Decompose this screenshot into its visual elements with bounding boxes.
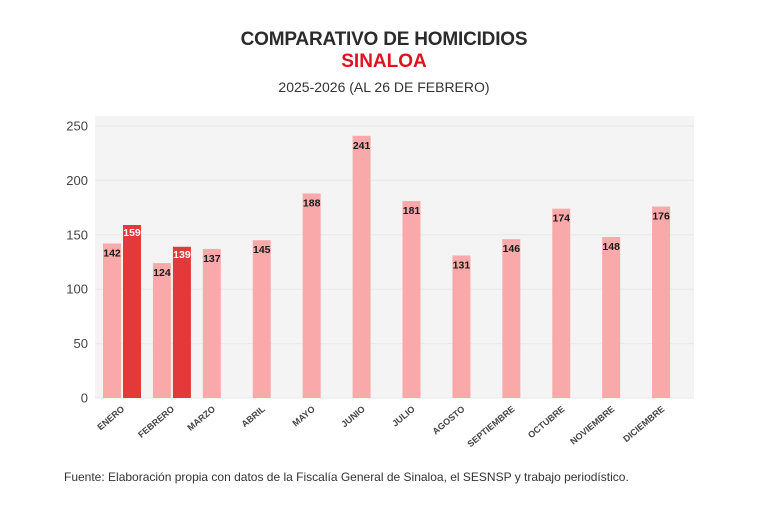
- bar-2025-marzo: [202, 248, 221, 398]
- gridlines: [95, 125, 694, 399]
- bar-2026-febrero: [172, 246, 191, 398]
- x-tick-label: MARZO: [185, 404, 217, 433]
- x-tick-label: JULIO: [390, 404, 417, 429]
- data-label: 131: [453, 259, 471, 271]
- data-label: 145: [253, 244, 271, 256]
- y-axis: 0 50 100 150 200 250: [66, 119, 88, 406]
- data-label: 241: [353, 140, 371, 152]
- bar-2025-junio: [352, 135, 371, 399]
- x-tick-label: ENERO: [95, 404, 126, 432]
- bar-2025-agosto: [452, 255, 471, 398]
- y-tick-label: 200: [66, 173, 88, 188]
- chart-period: 2025-2026 (AL 26 DE FEBRERO): [278, 79, 490, 95]
- y-tick-label: 150: [66, 227, 88, 242]
- plot-background: [95, 116, 694, 398]
- bar-2025-febrero: [152, 263, 171, 398]
- x-tick-label: MAYO: [290, 404, 316, 428]
- data-label: 188: [303, 197, 321, 209]
- bar-2025-octubre: [552, 208, 571, 398]
- x-tick-label: AGOSTO: [431, 404, 467, 437]
- data-label: 176: [652, 211, 670, 223]
- x-tick-label: ABRIL: [240, 404, 268, 430]
- data-label: 148: [602, 241, 620, 253]
- y-tick-label: 100: [66, 282, 88, 297]
- x-tick-label: SEPTIEMBRE: [465, 404, 516, 449]
- data-label: 124: [153, 267, 171, 279]
- bar-2025-septiembre: [502, 239, 521, 398]
- data-label: 146: [503, 243, 521, 255]
- y-tick-label: 50: [74, 336, 88, 351]
- x-tick-label: FEBRERO: [136, 404, 176, 440]
- bar-2025-enero: [103, 243, 121, 398]
- bar-2025-mayo: [302, 193, 321, 398]
- x-tick-label: NOVIEMBRE: [568, 404, 616, 447]
- x-tick-label: JUNIO: [339, 404, 367, 429]
- bar-2026-enero: [123, 225, 141, 398]
- x-tick-label: OCTUBRE: [526, 404, 567, 440]
- data-label: 139: [173, 249, 191, 261]
- chart-title: COMPARATIVO DE HOMICIDIOS: [240, 29, 528, 50]
- data-label: 174: [552, 213, 570, 225]
- x-axis: ENERO FEBRERO MARZO ABRIL MAYO JUNIO JULIO AGOS…: [95, 404, 666, 450]
- data-label: 159: [123, 227, 141, 239]
- x-tick-label: DICIEMBRE: [621, 404, 666, 444]
- chart-subtitle: SINALOA: [341, 51, 427, 72]
- y-tick-label: 0: [81, 391, 88, 406]
- bar-2025-noviembre: [602, 236, 621, 398]
- bar-2025-diciembre: [652, 206, 671, 398]
- bar-2025-julio: [402, 201, 421, 398]
- y-tick-label: 250: [66, 119, 88, 134]
- source-note: Fuente: Elaboración propia con datos de …: [64, 470, 629, 484]
- data-label: 142: [103, 248, 121, 260]
- data-label: 181: [403, 205, 421, 217]
- bar-2025-abril: [252, 240, 271, 398]
- data-label: 137: [203, 253, 221, 265]
